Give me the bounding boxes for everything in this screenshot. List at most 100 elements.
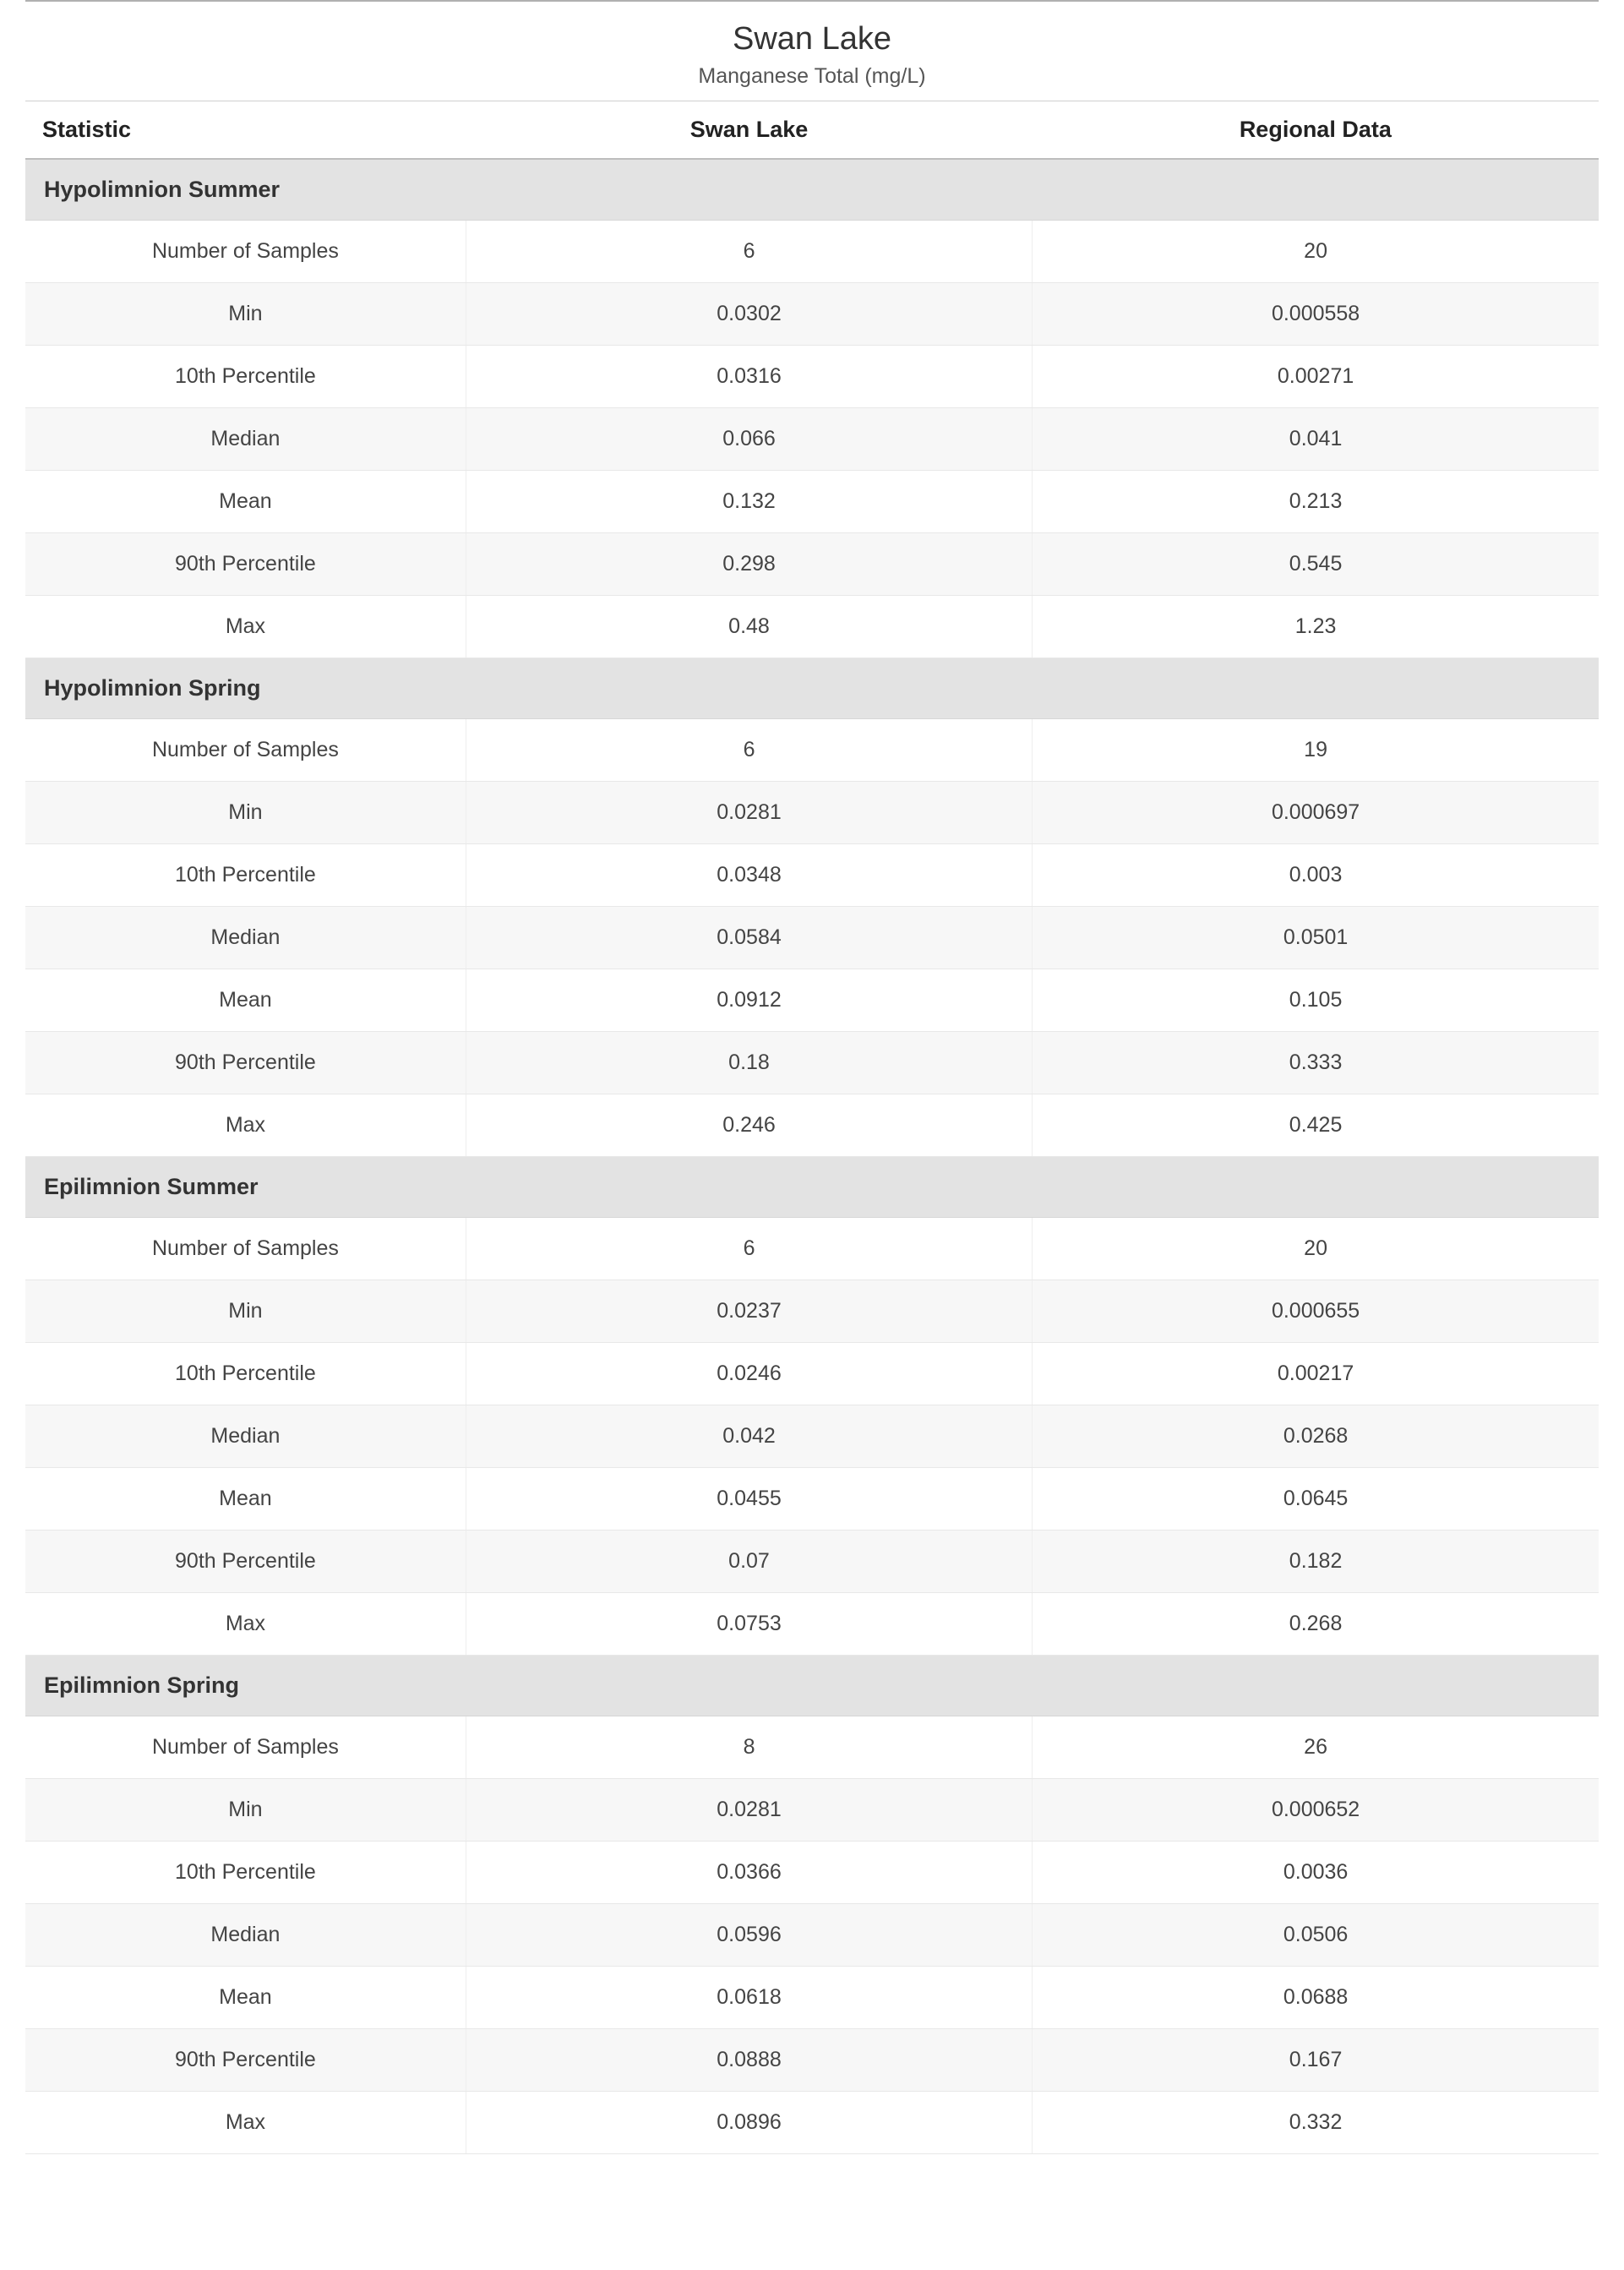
stat-name-cell: Mean bbox=[25, 969, 466, 1031]
regional-value-cell: 0.003 bbox=[1033, 843, 1599, 906]
regional-value-cell: 26 bbox=[1033, 1716, 1599, 1778]
regional-value-cell: 0.000655 bbox=[1033, 1280, 1599, 1342]
table-row: 10th Percentile0.03660.0036 bbox=[25, 1841, 1599, 1903]
site-value-cell: 0.0302 bbox=[466, 282, 1032, 345]
section-header-label: Hypolimnion Spring bbox=[25, 658, 1599, 718]
page-container: Swan Lake Manganese Total (mg/L) Statist… bbox=[0, 0, 1624, 2188]
table-row: 10th Percentile0.03160.00271 bbox=[25, 345, 1599, 407]
site-value-cell: 0.0281 bbox=[466, 781, 1032, 843]
stat-name-cell: Number of Samples bbox=[25, 718, 466, 781]
regional-value-cell: 19 bbox=[1033, 718, 1599, 781]
stat-name-cell: Number of Samples bbox=[25, 1217, 466, 1280]
stat-name-cell: 90th Percentile bbox=[25, 532, 466, 595]
site-value-cell: 0.066 bbox=[466, 407, 1032, 470]
table-header-row: Statistic Swan Lake Regional Data bbox=[25, 101, 1599, 159]
regional-value-cell: 0.0501 bbox=[1033, 906, 1599, 969]
section-header-row: Epilimnion Summer bbox=[25, 1156, 1599, 1217]
stat-name-cell: Min bbox=[25, 781, 466, 843]
table-row: Min0.02810.000697 bbox=[25, 781, 1599, 843]
site-value-cell: 0.0596 bbox=[466, 1903, 1032, 1966]
table-row: 90th Percentile0.2980.545 bbox=[25, 532, 1599, 595]
regional-value-cell: 0.105 bbox=[1033, 969, 1599, 1031]
section-header-row: Hypolimnion Spring bbox=[25, 658, 1599, 718]
site-value-cell: 0.0366 bbox=[466, 1841, 1032, 1903]
table-row: Max0.07530.268 bbox=[25, 1592, 1599, 1655]
site-value-cell: 0.0348 bbox=[466, 843, 1032, 906]
table-row: Mean0.06180.0688 bbox=[25, 1966, 1599, 2028]
col-header-site: Swan Lake bbox=[466, 101, 1032, 159]
stat-name-cell: Min bbox=[25, 1778, 466, 1841]
site-value-cell: 0.0237 bbox=[466, 1280, 1032, 1342]
site-value-cell: 0.0912 bbox=[466, 969, 1032, 1031]
table-row: Number of Samples826 bbox=[25, 1716, 1599, 1778]
site-value-cell: 0.132 bbox=[466, 470, 1032, 532]
site-value-cell: 0.0888 bbox=[466, 2028, 1032, 2091]
section-header-label: Epilimnion Summer bbox=[25, 1156, 1599, 1217]
site-value-cell: 0.48 bbox=[466, 595, 1032, 658]
section-header-row: Epilimnion Spring bbox=[25, 1655, 1599, 1716]
site-value-cell: 8 bbox=[466, 1716, 1032, 1778]
regional-value-cell: 0.332 bbox=[1033, 2091, 1599, 2153]
regional-value-cell: 0.167 bbox=[1033, 2028, 1599, 2091]
stat-name-cell: Max bbox=[25, 595, 466, 658]
site-value-cell: 0.0246 bbox=[466, 1342, 1032, 1405]
stat-name-cell: 10th Percentile bbox=[25, 1342, 466, 1405]
site-value-cell: 0.042 bbox=[466, 1405, 1032, 1467]
regional-value-cell: 0.00271 bbox=[1033, 345, 1599, 407]
table-body: Hypolimnion SummerNumber of Samples620Mi… bbox=[25, 159, 1599, 2154]
stat-name-cell: Max bbox=[25, 2091, 466, 2153]
site-value-cell: 6 bbox=[466, 718, 1032, 781]
site-value-cell: 0.0455 bbox=[466, 1467, 1032, 1530]
col-header-statistic: Statistic bbox=[25, 101, 466, 159]
table-row: Max0.08960.332 bbox=[25, 2091, 1599, 2153]
table-row: Number of Samples619 bbox=[25, 718, 1599, 781]
regional-value-cell: 0.182 bbox=[1033, 1530, 1599, 1592]
table-row: 10th Percentile0.03480.003 bbox=[25, 843, 1599, 906]
regional-value-cell: 0.545 bbox=[1033, 532, 1599, 595]
site-value-cell: 6 bbox=[466, 220, 1032, 282]
stat-name-cell: Median bbox=[25, 906, 466, 969]
site-value-cell: 6 bbox=[466, 1217, 1032, 1280]
table-row: Mean0.04550.0645 bbox=[25, 1467, 1599, 1530]
stat-name-cell: Max bbox=[25, 1592, 466, 1655]
stat-name-cell: Median bbox=[25, 1405, 466, 1467]
table-row: 90th Percentile0.08880.167 bbox=[25, 2028, 1599, 2091]
site-value-cell: 0.0753 bbox=[466, 1592, 1032, 1655]
site-value-cell: 0.0316 bbox=[466, 345, 1032, 407]
page-subtitle: Manganese Total (mg/L) bbox=[25, 64, 1599, 89]
regional-value-cell: 0.000652 bbox=[1033, 1778, 1599, 1841]
table-row: Median0.05840.0501 bbox=[25, 906, 1599, 969]
regional-value-cell: 0.0268 bbox=[1033, 1405, 1599, 1467]
stat-name-cell: Mean bbox=[25, 1966, 466, 2028]
stat-name-cell: Median bbox=[25, 407, 466, 470]
regional-value-cell: 0.333 bbox=[1033, 1031, 1599, 1094]
site-value-cell: 0.18 bbox=[466, 1031, 1032, 1094]
table-row: Number of Samples620 bbox=[25, 1217, 1599, 1280]
table-row: 10th Percentile0.02460.00217 bbox=[25, 1342, 1599, 1405]
regional-value-cell: 0.0688 bbox=[1033, 1966, 1599, 2028]
regional-value-cell: 0.425 bbox=[1033, 1094, 1599, 1156]
regional-value-cell: 0.041 bbox=[1033, 407, 1599, 470]
site-value-cell: 0.0896 bbox=[466, 2091, 1032, 2153]
stat-name-cell: Number of Samples bbox=[25, 220, 466, 282]
regional-value-cell: 0.213 bbox=[1033, 470, 1599, 532]
site-value-cell: 0.246 bbox=[466, 1094, 1032, 1156]
stat-name-cell: 90th Percentile bbox=[25, 2028, 466, 2091]
regional-value-cell: 20 bbox=[1033, 220, 1599, 282]
regional-value-cell: 0.000558 bbox=[1033, 282, 1599, 345]
stat-name-cell: Min bbox=[25, 1280, 466, 1342]
regional-value-cell: 0.0506 bbox=[1033, 1903, 1599, 1966]
section-header-label: Hypolimnion Summer bbox=[25, 159, 1599, 221]
table-row: Min0.02810.000652 bbox=[25, 1778, 1599, 1841]
site-value-cell: 0.0618 bbox=[466, 1966, 1032, 2028]
stat-name-cell: Mean bbox=[25, 1467, 466, 1530]
table-row: Min0.02370.000655 bbox=[25, 1280, 1599, 1342]
stat-name-cell: Min bbox=[25, 282, 466, 345]
regional-value-cell: 1.23 bbox=[1033, 595, 1599, 658]
table-row: 90th Percentile0.070.182 bbox=[25, 1530, 1599, 1592]
section-header-label: Epilimnion Spring bbox=[25, 1655, 1599, 1716]
stats-table: Statistic Swan Lake Regional Data Hypoli… bbox=[25, 101, 1599, 2154]
stat-name-cell: 10th Percentile bbox=[25, 1841, 466, 1903]
regional-value-cell: 20 bbox=[1033, 1217, 1599, 1280]
table-row: 90th Percentile0.180.333 bbox=[25, 1031, 1599, 1094]
